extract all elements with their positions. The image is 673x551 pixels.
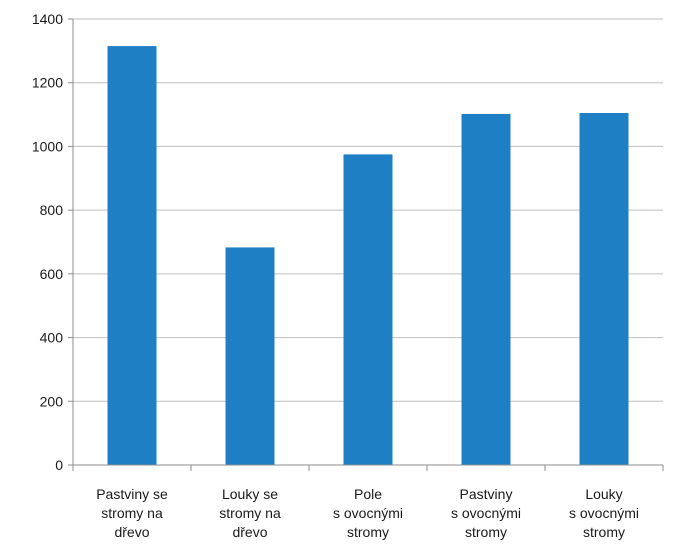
y-tick-labels: 0 200 400 600 800 1000 1200 1400 [32, 11, 63, 473]
bar [225, 247, 275, 465]
x-category-label-line: Louky [585, 486, 622, 502]
bar [343, 154, 393, 465]
x-category-label: Pastviny se stromy na dřevo [96, 486, 168, 540]
bar [461, 113, 511, 465]
y-tick-label: 200 [40, 393, 64, 409]
x-category-label-line: Pastviny se [96, 486, 168, 502]
x-category-label-line: stromy [347, 524, 389, 540]
x-category-label: Louky se stromy na dřevo [219, 486, 281, 540]
axes [68, 18, 664, 471]
x-category-label-line: Pole [354, 486, 382, 502]
x-category-label: Pastviny s ovocnými stromy [451, 486, 521, 540]
x-category-label: Pole s ovocnými stromy [333, 486, 403, 540]
x-category-labels: Pastviny se stromy na dřevo Louky se stromy … [96, 486, 639, 540]
y-tick-label: 800 [40, 202, 64, 218]
bars [107, 46, 629, 465]
y-tick-label: 600 [40, 266, 64, 282]
x-category-label-line: stromy [465, 524, 507, 540]
x-category-label-line: s ovocnými [451, 505, 521, 521]
x-category-label-line: stromy na [101, 505, 163, 521]
x-category-label-line: Louky se [222, 486, 278, 502]
x-category-label-line: s ovocnými [333, 505, 403, 521]
bar [579, 112, 629, 465]
x-category-label: Louky s ovocnými stromy [569, 486, 639, 540]
x-category-label-line: stromy [583, 524, 625, 540]
x-category-label-line: dřevo [232, 524, 267, 540]
y-tick-label: 400 [40, 330, 64, 346]
y-tick-label: 1400 [32, 11, 63, 27]
x-category-label-line: Pastviny [460, 486, 513, 502]
y-tick-label: 1000 [32, 138, 63, 154]
y-tick-label: 1200 [32, 75, 63, 91]
y-tick-label: 0 [55, 457, 63, 473]
x-category-label-line: s ovocnými [569, 505, 639, 521]
x-category-label-line: stromy na [219, 505, 281, 521]
x-category-label-line: dřevo [114, 524, 149, 540]
bar [107, 46, 157, 465]
